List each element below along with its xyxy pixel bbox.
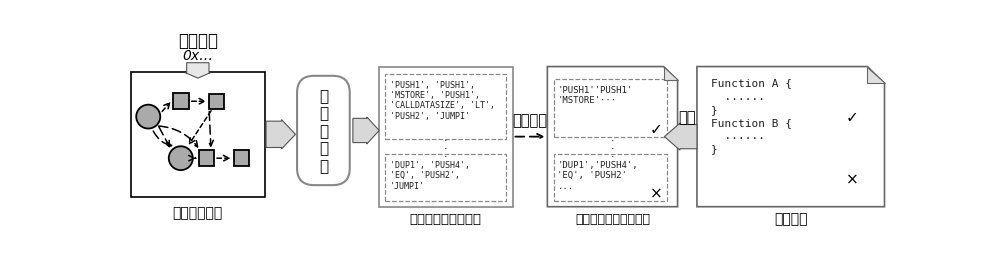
- Text: 'DUP1','PUSH4',
'EQ', 'PUSH2'
...: 'DUP1','PUSH4', 'EQ', 'PUSH2' ...: [557, 160, 638, 190]
- Bar: [199, 151, 214, 166]
- Bar: [234, 151, 249, 166]
- Polygon shape: [353, 118, 379, 144]
- Text: 动态控制流图: 动态控制流图: [173, 205, 223, 219]
- Text: 故障函数: 故障函数: [774, 211, 807, 225]
- Circle shape: [136, 105, 160, 129]
- Text: 0x…: 0x…: [182, 49, 213, 63]
- Text: ✓: ✓: [846, 110, 858, 125]
- Text: 损失函数: 损失函数: [512, 113, 547, 128]
- Polygon shape: [664, 67, 678, 81]
- Polygon shape: [547, 67, 678, 207]
- Text: 故障元素嫌疑度排名: 故障元素嫌疑度排名: [410, 212, 482, 225]
- Text: 交易哈希: 交易哈希: [178, 31, 218, 50]
- Text: 'DUP1', 'PUSH4',
'EQ', 'PUSH2',
'JUMPI': 'DUP1', 'PUSH4', 'EQ', 'PUSH2', 'JUMPI': [390, 160, 470, 190]
- Text: ✓: ✓: [650, 121, 662, 136]
- Text: 'PUSH1''PUSH1'
'MSTORE'···: 'PUSH1''PUSH1' 'MSTORE'···: [557, 86, 633, 105]
- Text: 图
神
经
网
络: 图 神 经 网 络: [319, 89, 328, 173]
- Bar: [554, 155, 667, 201]
- Polygon shape: [697, 67, 885, 207]
- Bar: [385, 155, 506, 201]
- FancyBboxPatch shape: [297, 76, 350, 185]
- Polygon shape: [867, 67, 885, 84]
- Bar: [379, 67, 512, 207]
- Circle shape: [169, 147, 193, 170]
- Polygon shape: [664, 124, 697, 151]
- Text: Function A {
  ......
}
Function B {
  ......
}: Function A { ...... } Function B { .....…: [711, 78, 792, 154]
- Bar: [385, 75, 506, 139]
- Bar: [131, 73, 264, 197]
- Text: ·
·
·: · · ·: [444, 135, 448, 162]
- Polygon shape: [266, 120, 296, 149]
- Text: ×: ×: [650, 186, 662, 201]
- Text: 故障函数的字节码表示: 故障函数的字节码表示: [575, 212, 650, 225]
- Bar: [173, 94, 189, 110]
- Text: ·
·
·: · · ·: [611, 135, 614, 162]
- Text: 逆向: 逆向: [679, 110, 696, 125]
- Bar: [554, 80, 667, 138]
- Text: 'PUSH1', 'PUSH1',
'MSTORE', 'PUSH1',
'CALLDATASIZE', 'LT',
'PUSH2', 'JUMPI': 'PUSH1', 'PUSH1', 'MSTORE', 'PUSH1', 'CA…: [390, 80, 495, 120]
- Text: ×: ×: [846, 171, 858, 186]
- Bar: [209, 94, 224, 109]
- Polygon shape: [185, 64, 210, 79]
